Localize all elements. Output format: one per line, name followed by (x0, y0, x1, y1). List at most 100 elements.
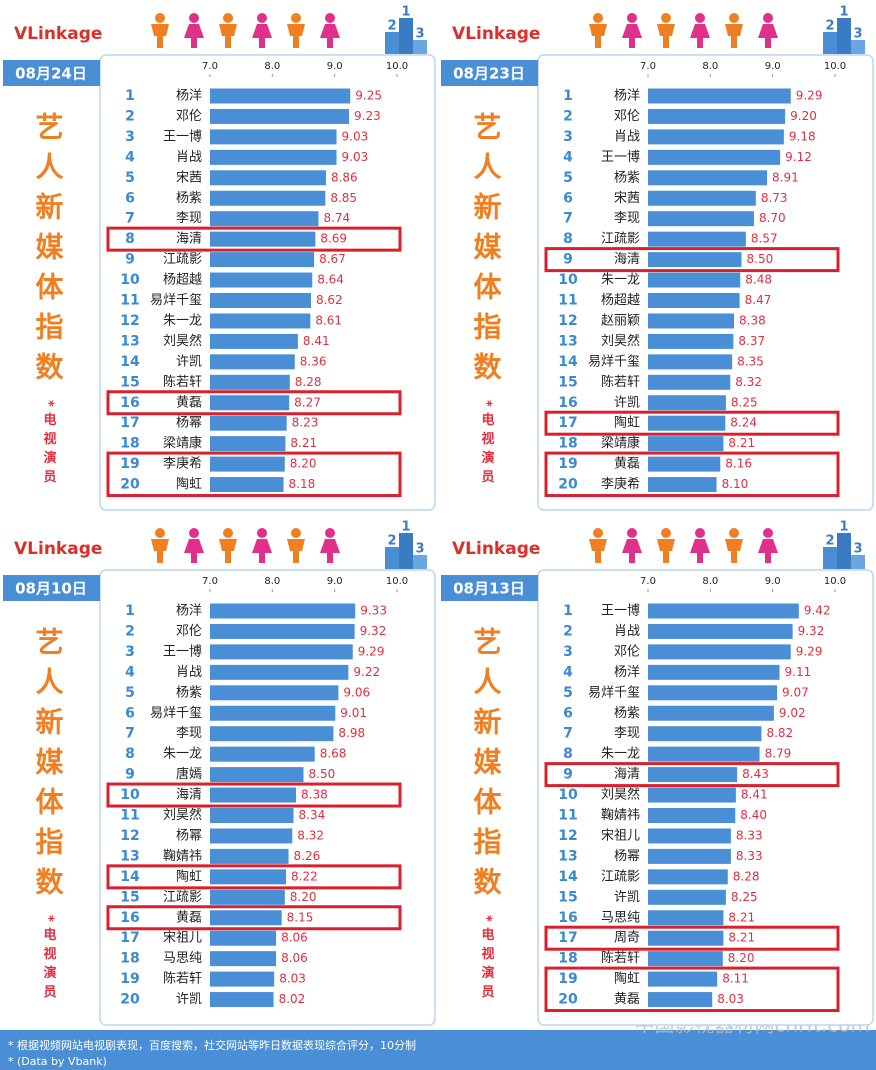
bar (210, 889, 285, 905)
bar (648, 395, 726, 411)
date-box (441, 60, 538, 86)
bar (210, 726, 334, 742)
rank: 18 (120, 436, 139, 452)
rank: 14 (120, 869, 140, 885)
bar (648, 108, 786, 124)
footnote: * 根据视频网站电视剧表现，百度搜索，社交网站等昨日数据表现综合评分，10分制 (8, 1038, 416, 1052)
bar (210, 415, 287, 431)
person-icon (252, 528, 272, 563)
name: 许凯 (614, 395, 640, 410)
bar (648, 971, 718, 987)
rank: 8 (125, 746, 135, 762)
value-label: 9.42 (804, 604, 831, 618)
value-label: 8.18 (289, 477, 316, 491)
value-label: 8.40 (740, 808, 767, 822)
bar (210, 333, 298, 349)
value-label: 8.10 (722, 477, 749, 491)
value-label: 8.28 (733, 869, 760, 883)
bar (210, 705, 336, 721)
rank: 11 (558, 293, 577, 309)
value-label: 9.07 (782, 685, 809, 699)
rank: 14 (558, 354, 578, 370)
bar (210, 623, 355, 639)
value-label: 8.91 (772, 170, 799, 184)
bar (210, 456, 285, 472)
name: 李现 (176, 211, 202, 226)
value-label: 9.18 (789, 129, 816, 143)
value-label: 8.85 (330, 191, 357, 205)
name: 李庚希 (601, 476, 640, 492)
bar (210, 436, 286, 452)
x-tick-label: 8.0 (702, 576, 718, 587)
name: 陈若轩 (163, 374, 202, 390)
value-label: 8.21 (290, 436, 317, 450)
name: 马思纯 (601, 910, 640, 925)
rank: 14 (120, 354, 140, 370)
rank: 20 (120, 477, 140, 493)
vertical-title: 艺人新媒体指数 (32, 627, 65, 907)
vertical-subtitle: *电视演员 (41, 915, 57, 1004)
rank: 9 (125, 767, 135, 783)
value-label: 8.98 (338, 726, 365, 740)
value-label: 9.32 (798, 624, 825, 638)
name: 陈若轩 (163, 971, 202, 987)
rank: 4 (563, 149, 573, 165)
x-tick-label: 8.0 (264, 61, 280, 72)
value-label: 8.15 (287, 910, 314, 924)
rank: 1 (563, 603, 573, 619)
person-icon (657, 13, 675, 48)
rank: 10 (120, 787, 140, 803)
rank: 5 (125, 685, 135, 701)
bar (648, 828, 731, 844)
value-label: 8.57 (751, 232, 778, 246)
bar (210, 828, 293, 844)
bar (648, 333, 734, 349)
value-label: 8.47 (745, 293, 772, 307)
person-icon (690, 528, 710, 563)
name: 赵丽颖 (601, 313, 640, 328)
bar (648, 293, 740, 308)
date: 08月23日 (453, 65, 525, 83)
value-label: 8.38 (301, 788, 328, 802)
name: 肖战 (614, 129, 640, 144)
rank: 15 (120, 374, 139, 390)
name: 宋祖儿 (601, 828, 640, 843)
value-label: 8.06 (281, 931, 308, 945)
bar (648, 787, 736, 803)
rank: 14 (558, 869, 578, 885)
name: 朱一龙 (163, 747, 202, 762)
rank: 19 (120, 456, 139, 472)
value-label: 8.38 (739, 313, 766, 327)
x-tick-label: 7.0 (202, 576, 218, 587)
name: 陶虹 (176, 476, 202, 492)
x-tick-label: 9.0 (327, 576, 343, 587)
value-label: 8.03 (717, 992, 744, 1006)
value-label: 8.68 (320, 747, 347, 761)
name: 李庚希 (163, 456, 202, 472)
rank: 7 (125, 211, 135, 227)
bar (648, 129, 784, 145)
person-icon (758, 528, 778, 563)
bar (210, 951, 277, 967)
name: 江疏影 (163, 252, 202, 267)
rank: 3 (563, 644, 573, 660)
rank: 15 (558, 374, 577, 390)
bar (648, 374, 731, 390)
name: 许凯 (614, 890, 640, 905)
value-label: 8.36 (300, 354, 327, 368)
value-label: 8.33 (736, 828, 763, 842)
name: 王一博 (163, 644, 202, 659)
person-icon (252, 13, 272, 48)
value-label: 8.20 (290, 457, 317, 471)
bar (648, 767, 738, 783)
person-icon (622, 528, 642, 563)
bar (210, 746, 315, 762)
name: 刘昊然 (601, 333, 640, 349)
value-label: 8.23 (292, 416, 319, 430)
name: 鞠婧祎 (601, 808, 640, 823)
bar (210, 644, 353, 660)
bar (210, 313, 311, 329)
bar (210, 190, 326, 206)
highlight-box (544, 925, 840, 951)
